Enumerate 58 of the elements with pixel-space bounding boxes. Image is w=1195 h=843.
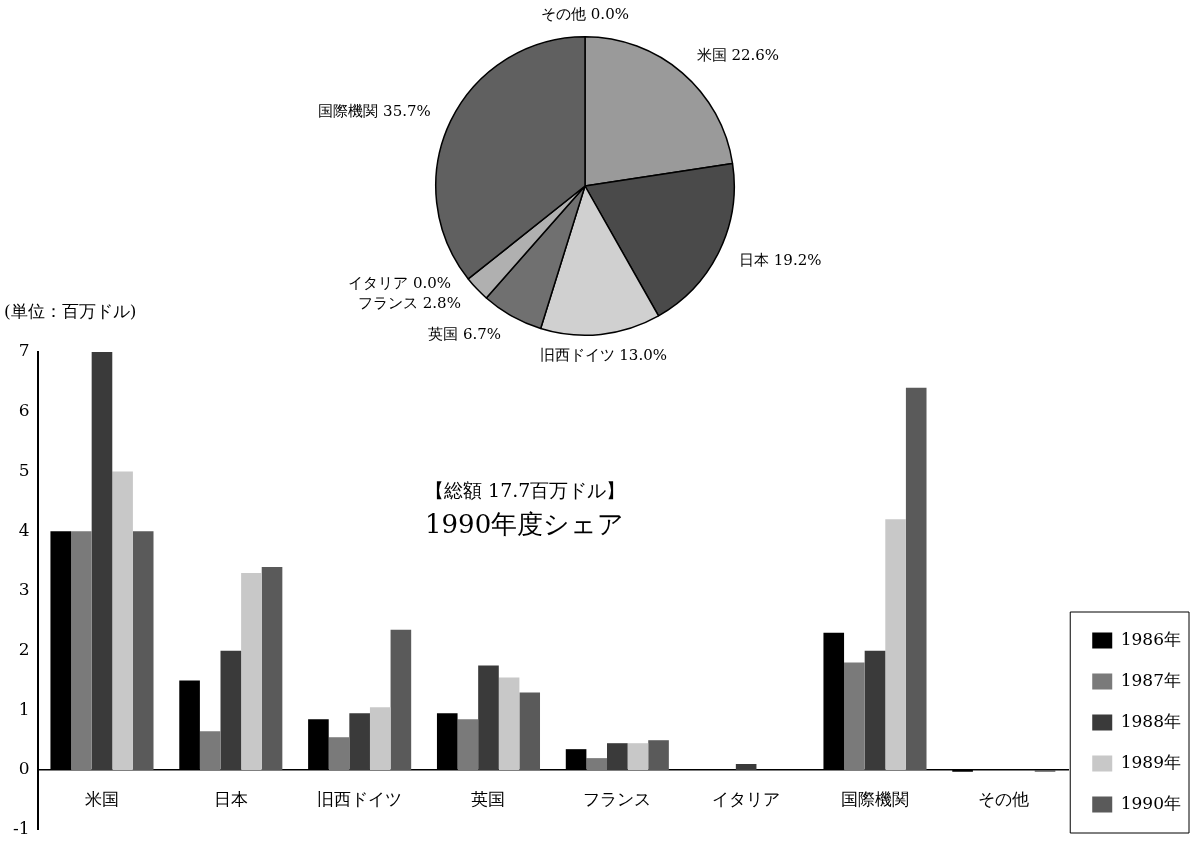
- x-tick-label: イタリア: [712, 788, 781, 809]
- bar: [241, 572, 262, 771]
- x-tick-label: その他: [978, 788, 1030, 809]
- bar: [586, 758, 608, 771]
- y-tick-label: 5: [18, 459, 30, 480]
- bar: [905, 387, 927, 771]
- y-tick-label: -1: [13, 818, 30, 839]
- bar: [71, 531, 92, 771]
- bar: [328, 737, 350, 771]
- x-tick-label: 米国: [84, 788, 119, 809]
- bar: [220, 650, 242, 771]
- bar: [844, 662, 865, 771]
- bar: [519, 692, 541, 771]
- x-tick-label: 旧西ドイツ: [317, 788, 403, 809]
- y-tick-label: 7: [18, 340, 30, 361]
- y-tick-label: 0: [18, 758, 30, 779]
- bar: [607, 743, 628, 771]
- bar: [864, 650, 886, 771]
- legend-label: 1989年: [1120, 751, 1181, 772]
- bar: [648, 740, 669, 771]
- bar: [112, 471, 133, 771]
- slice-label: 旧西ドイツ 13.0%: [539, 346, 667, 365]
- bar: [627, 743, 649, 771]
- bar: [735, 764, 757, 771]
- category-label: その他 0.0%: [541, 4, 629, 23]
- legend-label: 1990年: [1120, 792, 1181, 813]
- category-label: イタリア 0.0%: [348, 273, 452, 292]
- text: 【総額 17.7百万ドル】: [425, 478, 626, 503]
- bar: [885, 519, 906, 771]
- legend-label: 1987年: [1120, 669, 1181, 690]
- x-tick-label: 日本: [213, 788, 248, 809]
- x-tick-label: 英国: [471, 788, 506, 809]
- y-tick-label: 3: [18, 579, 30, 600]
- x-tick-label: 国際機関: [840, 788, 909, 809]
- bar: [199, 731, 221, 771]
- text: 1990年度シェア: [425, 508, 625, 541]
- slice-label: 日本 19.2%: [739, 250, 822, 269]
- x-tick-label: フランス: [583, 788, 652, 809]
- legend-label: 1986年: [1120, 628, 1181, 649]
- bar: [498, 677, 520, 771]
- y-axis-title: (単位：百万ドル): [4, 300, 137, 323]
- bar: [390, 629, 412, 771]
- y-tick-label: 2: [18, 639, 30, 660]
- y-tick-label: 6: [18, 400, 30, 421]
- legend-label: 1988年: [1120, 710, 1181, 731]
- bar: [132, 531, 154, 771]
- bar: [478, 665, 499, 771]
- slice-label: 米国 22.6%: [696, 46, 780, 65]
- slice-label: 英国 6.7%: [428, 325, 502, 344]
- slice-label: 国際機関 35.7%: [318, 101, 431, 120]
- bar: [457, 719, 479, 771]
- y-tick-label: 1: [18, 698, 30, 719]
- bar: [261, 567, 283, 771]
- bar: [369, 707, 391, 771]
- bar: [349, 713, 370, 771]
- slice-label: フランス 2.8%: [358, 293, 461, 312]
- bar: [91, 352, 113, 771]
- y-tick-label: 4: [18, 519, 30, 540]
